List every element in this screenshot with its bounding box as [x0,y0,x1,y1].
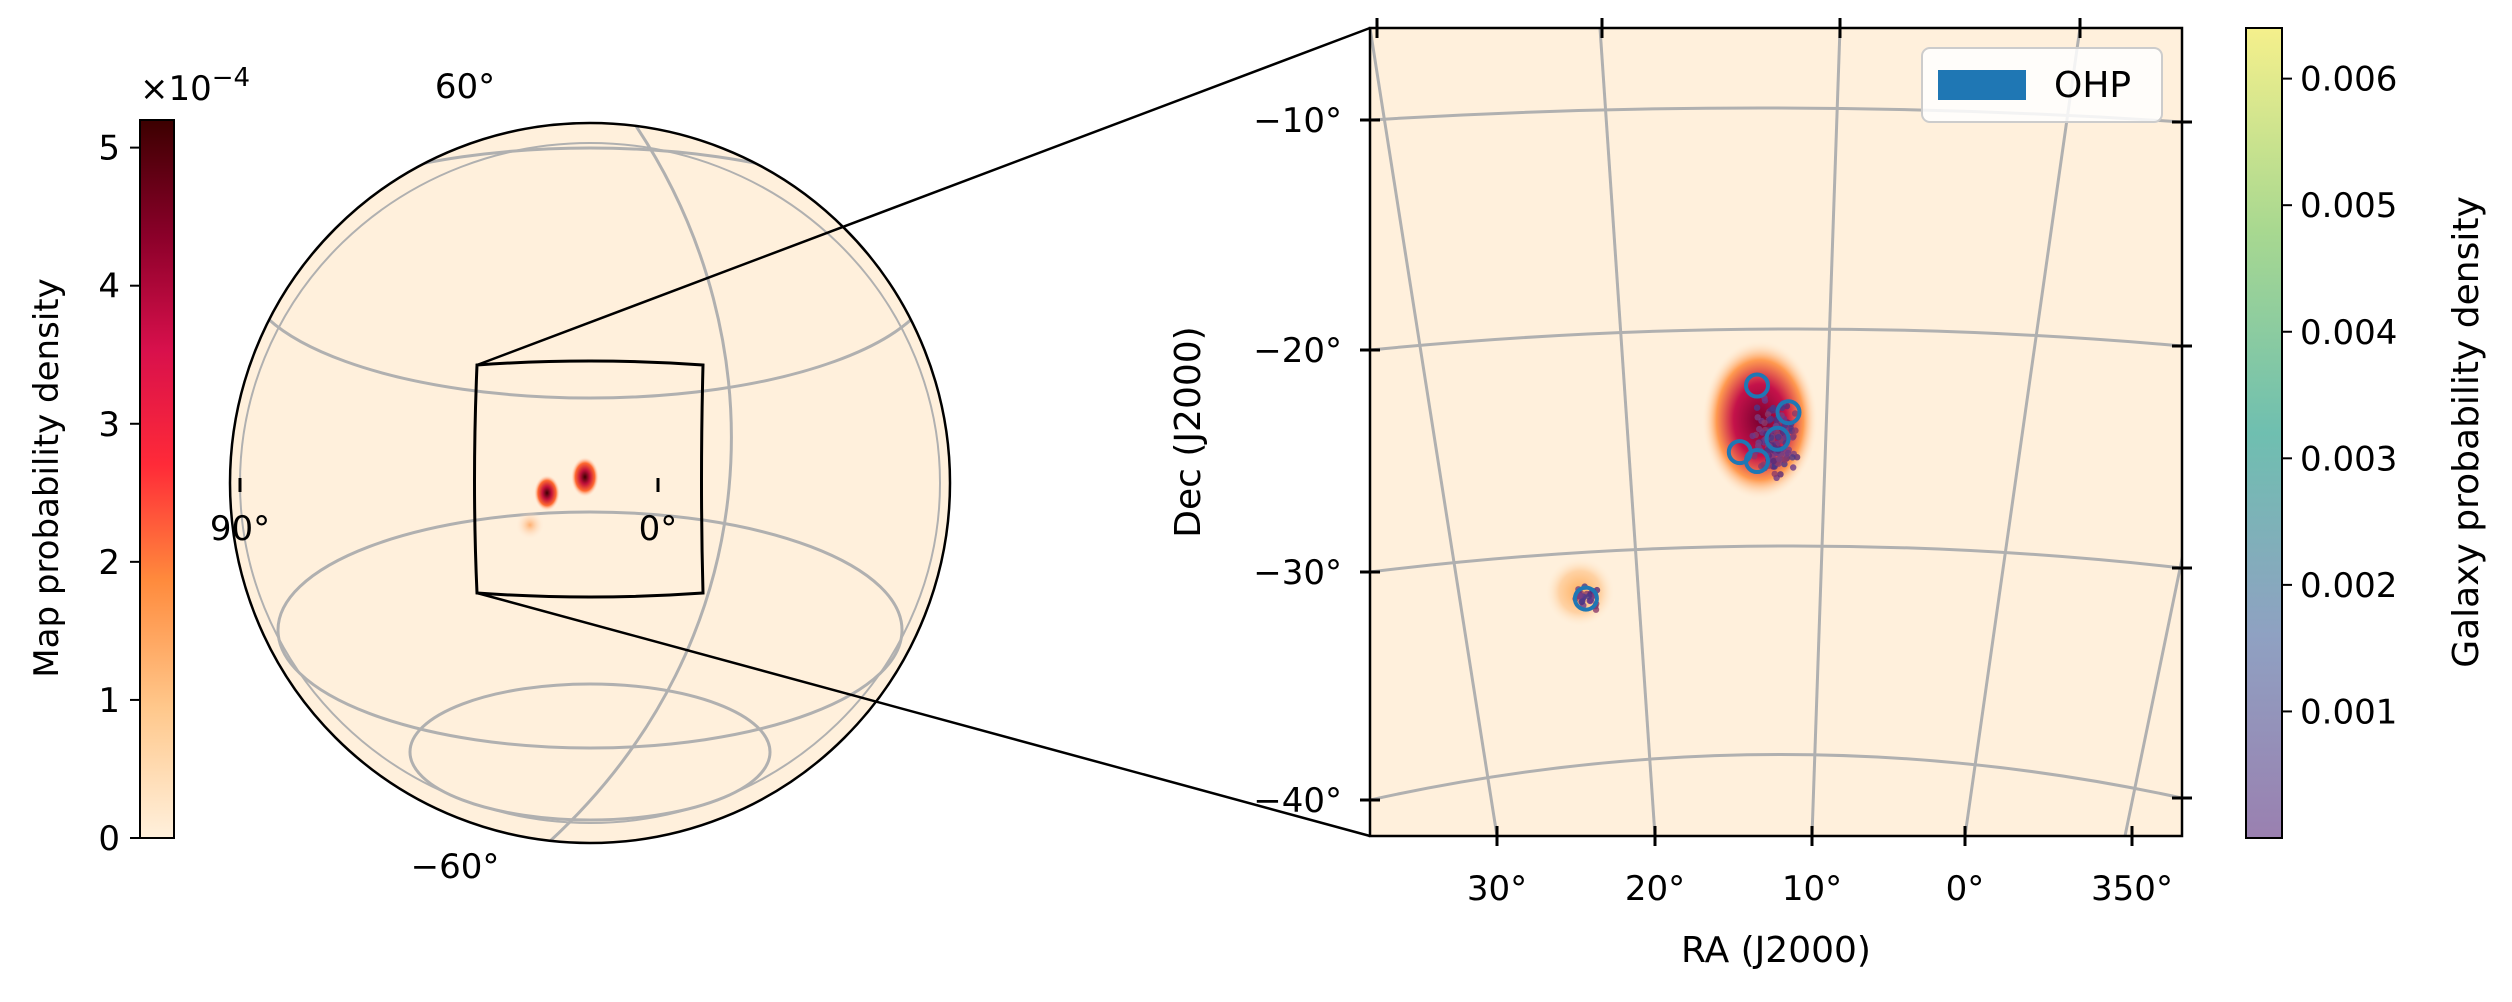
galaxy-colorbar-label: Galaxy probability density [2446,196,2487,668]
globe-lat-label-north: 60° [435,67,495,107]
y-axis-label: Dec (J2000) [1168,326,1209,537]
ohp-field-marker [1744,448,1770,474]
galaxy-point [1771,470,1778,478]
globe-hotspot-main [534,475,560,511]
galaxy-point [1767,415,1775,423]
galaxy-colorbar-tick-label: 0.006 [2300,60,2397,100]
galaxy-point [1792,427,1799,434]
globe-lat-label-south: −60° [411,847,500,887]
zoom-connector-top [476,26,1371,367]
map-colorbar-tick-label: 1 [98,681,120,721]
globe-outline [228,121,952,845]
galaxy-point [1790,464,1797,471]
galaxy-colorbar-tick-label: 0.003 [2300,439,2397,479]
galaxy-colorbar-tick-label: 0.002 [2300,566,2397,606]
ohp-field-marker [1775,399,1802,426]
map-colorbar-tick-label: 4 [98,267,120,307]
zoom-gridlines [1370,28,2182,836]
map-colorbar-tick-label: 0 [98,819,120,859]
galaxy-point [1751,453,1758,460]
globe-lon-label-0: 0° [639,509,678,549]
globe-hotspot-secondary [516,511,544,539]
y-tick-label: −30° [1253,553,1342,593]
galaxy-density-colorbar: 0.001 0.002 0.003 0.004 0.005 0.006 Galaxy pr… [2245,27,2487,839]
galaxy-point [1775,434,1782,441]
galaxy-point [1790,433,1797,440]
zoom-edge-ticks [1360,18,2192,846]
legend-swatch-ohp [1938,70,2026,100]
galaxy-point [1770,404,1777,412]
galaxy-colorbar-tick-label: 0.004 [2300,313,2397,353]
x-tick-label: 30° [1467,869,1527,909]
galaxy-point [1764,411,1772,418]
x-tick-label: 350° [2091,869,2173,909]
map-colorbar-label: Map probability density [27,278,67,677]
map-colorbar-ticks: 0 1 2 3 4 5 [98,129,140,859]
zoom-frame [1368,26,2184,838]
ohp-field-marker [1572,585,1599,612]
x-axis-label: RA (J2000) [1681,930,1871,971]
galaxy-point [1585,593,1592,600]
galaxy-point [1754,414,1761,421]
galaxy-point [1791,410,1799,417]
zoom-region-box [473,359,705,599]
ohp-field-marker [1764,425,1791,452]
zoom-connector-bottom [476,591,1371,838]
galaxy-point [1761,419,1768,426]
galaxy-colorbar-ticks: 0.001 0.002 0.003 0.004 0.005 0.006 [2282,60,2397,732]
ohp-field-marker [1744,372,1770,399]
map-colorbar-multiplier: ×10−4 [140,63,250,109]
y-tick-label: −40° [1253,781,1342,821]
galaxy-point [1749,432,1756,440]
zoom-panel: −10° −20° −30° −40° 30° 20° 10° 0° 350° … [1168,18,2192,971]
map-colorbar-tick-label: 3 [98,405,120,445]
galaxy-point [1755,439,1762,446]
x-tick-label: 0° [1946,869,1985,909]
galaxy-colorbar-tick-label: 0.001 [2300,692,2397,732]
galaxy-point [1770,457,1777,465]
galaxy-point [1756,425,1763,433]
galaxy-point [1761,397,1769,404]
map-colorbar-tick-label: 2 [98,543,120,583]
map-density-colorbar: 0 1 2 3 4 5 ×10−4 Map probability density [27,63,250,859]
legend: OHP [1921,47,2163,123]
galaxy-point [1789,454,1796,461]
galaxy-point [1775,455,1783,463]
galaxy-point [1753,404,1761,411]
y-tick-label: −10° [1253,101,1342,141]
y-tick-label: −20° [1253,331,1342,371]
galaxy-point [1777,471,1784,478]
globe-lon-label-90: 90° [210,509,270,549]
x-tick-label: 20° [1625,869,1685,909]
x-tick-label: 10° [1782,869,1842,909]
galaxy-point [1784,449,1792,457]
map-colorbar-tick-label: 5 [98,129,120,169]
legend-label-ohp: OHP [2054,65,2131,106]
galaxy-colorbar-tick-label: 0.005 [2300,186,2397,226]
galaxy-point [1781,456,1789,464]
globe-panel: 60° −60° 90° 0° [210,67,952,887]
ohp-fields [1572,372,1802,612]
